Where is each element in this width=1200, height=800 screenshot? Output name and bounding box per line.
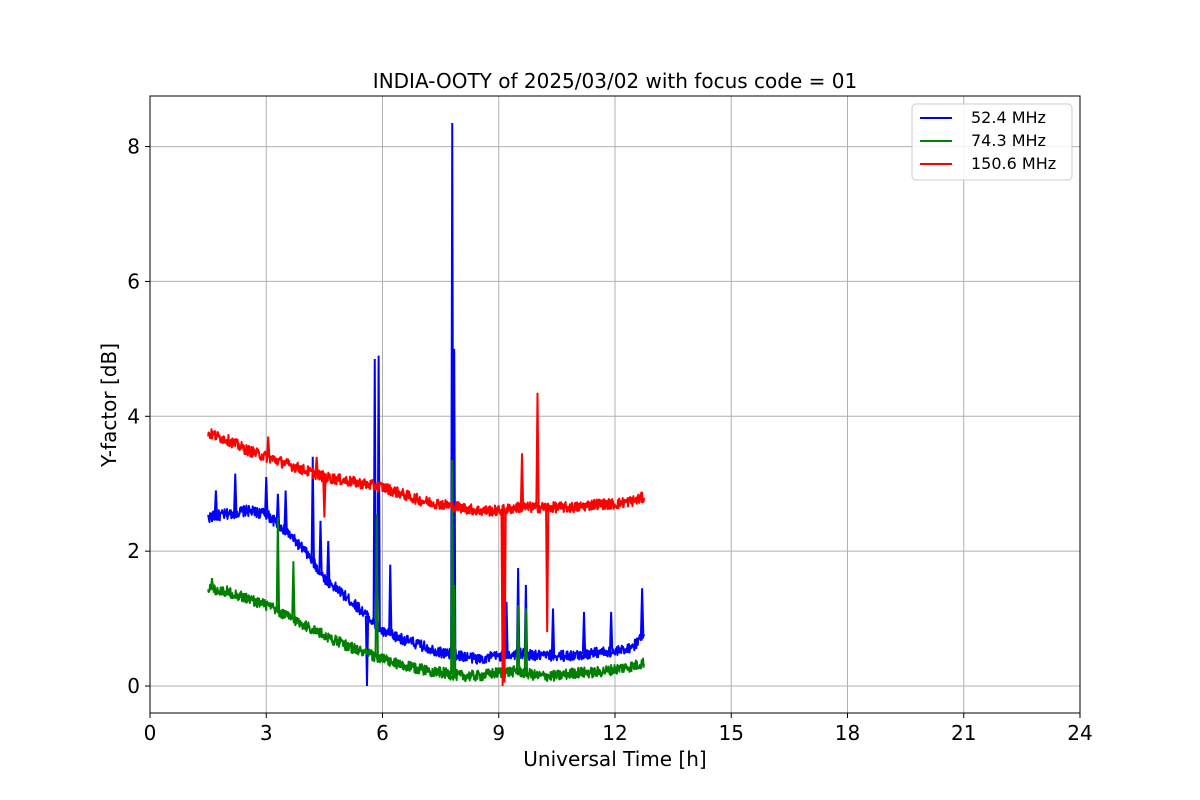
series-line [207,428,646,517]
chart-title: INDIA-OOTY of 2025/03/02 with focus code… [373,69,857,93]
y-tick-label: 0 [127,674,140,698]
y-axis-label: Y-factor [dB] [97,343,121,468]
y-tick-label: 4 [127,404,140,428]
series-spike [318,520,323,573]
series-spike [314,456,319,475]
legend-label: 52.4 MHz [971,108,1046,127]
series-spike [364,615,370,687]
legend-label: 74.3 MHz [971,131,1046,150]
x-axis-label: Universal Time [h] [523,747,706,771]
series-spike [608,611,614,653]
x-tick-label: 0 [144,721,157,745]
series-spike [639,588,645,635]
series-spike [545,507,550,633]
x-tick-label: 18 [835,721,860,745]
x-tick-label: 15 [719,721,744,745]
series-spike [266,436,271,458]
series-spike [502,509,507,683]
series-spike [550,608,556,656]
series-spike [283,490,288,531]
series-spike [523,608,529,674]
series-spike [310,456,315,562]
series-spike [452,584,457,675]
series-spike [275,493,281,525]
series-spike [519,453,525,508]
series-spike [275,517,281,612]
y-ticks: 0 2 4 6 8 [127,135,150,698]
series-2 [207,392,646,687]
series-line [207,504,646,665]
series-1 [207,460,646,683]
series-spike [374,514,379,658]
series-spike [233,473,238,513]
legend-label: 150.6 MHz [971,154,1056,173]
x-tick-label: 12 [602,721,627,745]
x-tick-label: 3 [260,721,273,745]
series-spike [264,476,269,515]
series-spike [209,578,215,590]
x-tick-label: 6 [376,721,389,745]
legend: 52.4 MHz 74.3 MHz 150.6 MHz [911,103,1073,181]
x-tick-label: 9 [492,721,505,745]
y-tick-label: 6 [127,269,140,293]
y-tick-label: 8 [127,135,140,159]
legend-box [911,103,1073,181]
series-group [207,122,646,687]
series-spike [515,605,521,672]
series-spike [213,490,219,517]
series-spike [326,541,331,582]
x-ticks: 0 3 6 9 12 15 18 21 24 [144,713,1093,745]
series-spike [535,392,540,508]
series-spike [581,611,587,655]
series-spike [291,561,296,620]
y-tick-label: 2 [127,539,140,563]
series-spike [388,564,393,635]
x-tick-label: 24 [1067,721,1092,745]
series-line [207,583,646,683]
x-tick-label: 21 [951,721,976,745]
series-spike [322,476,327,518]
